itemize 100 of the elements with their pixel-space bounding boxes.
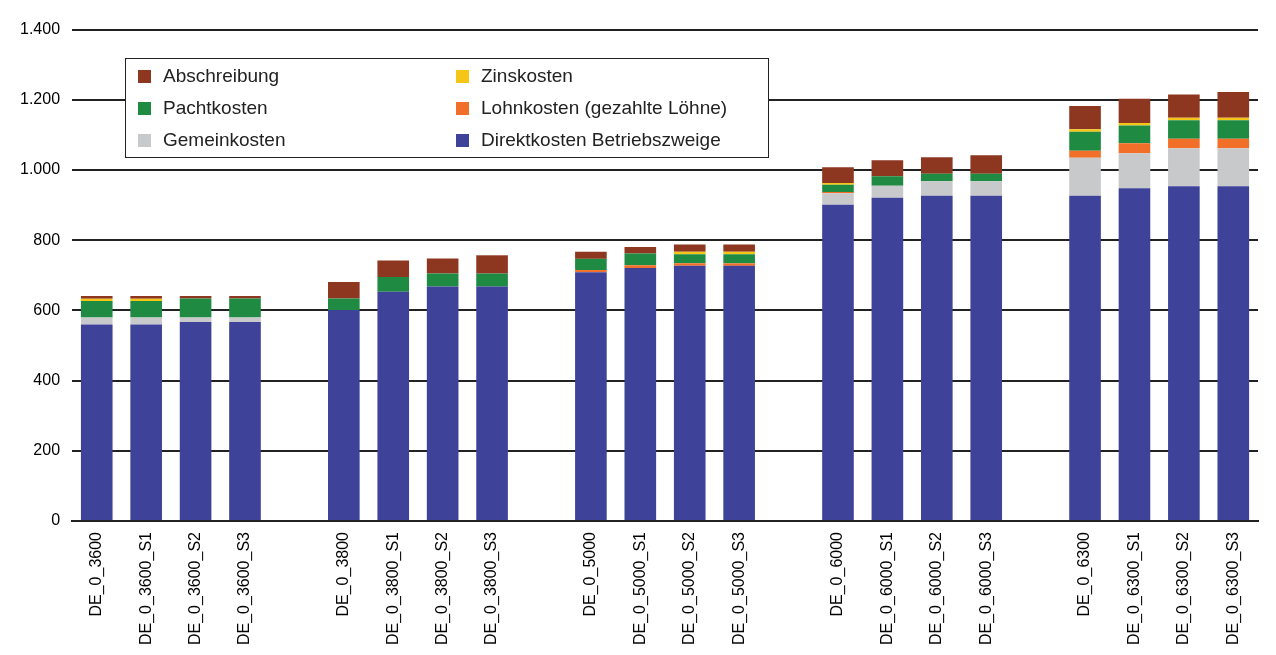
legend-label: Zinskosten <box>481 65 573 87</box>
bar <box>871 185 904 198</box>
bar <box>1168 120 1200 139</box>
x-tick-label: DE_0_3800_S3 <box>482 531 501 645</box>
bar <box>130 317 162 325</box>
bar <box>1168 138 1200 149</box>
x-tick-label: DE_0_5000_S3 <box>729 531 748 645</box>
bar <box>476 273 508 287</box>
bar <box>229 317 261 322</box>
x-tick-label: DE_0_3800_S2 <box>433 531 452 645</box>
bar <box>476 255 508 274</box>
bar <box>970 195 1003 521</box>
bar <box>377 291 410 521</box>
bar <box>179 298 212 318</box>
bar <box>624 246 657 254</box>
bar <box>328 281 360 299</box>
bar <box>1118 98 1151 123</box>
bar <box>970 173 1003 182</box>
bar <box>920 157 953 174</box>
bar <box>871 197 904 521</box>
x-tick-label: DE_0_3800_S1 <box>383 531 402 645</box>
bar <box>575 270 607 273</box>
bar <box>624 267 657 521</box>
x-tick-label: DE_0_6000_S3 <box>976 531 995 645</box>
x-tick-label: DE_0_3800 <box>334 531 353 617</box>
bar <box>476 286 508 521</box>
bar <box>920 173 953 182</box>
bar <box>1069 150 1101 158</box>
bar <box>871 176 904 186</box>
bar <box>970 181 1003 196</box>
bar <box>624 265 657 268</box>
bar <box>673 244 706 252</box>
x-tick-label: DE_0_6000_S2 <box>927 531 946 645</box>
x-tick-label: DE_0_6300_S2 <box>1174 531 1193 645</box>
bar <box>822 184 854 193</box>
bar <box>673 265 706 521</box>
bar <box>624 253 657 266</box>
bar <box>673 263 706 266</box>
bar <box>822 193 854 205</box>
y-tick-label: 800 <box>33 230 61 248</box>
x-tick-label: DE_0_5000_S1 <box>630 531 649 645</box>
bar <box>328 298 360 311</box>
bar <box>1069 106 1101 130</box>
legend-label: Lohnkosten (gezahlte Löhne) <box>481 97 728 119</box>
bar <box>179 317 212 322</box>
legend-label: Pachtkosten <box>163 97 268 119</box>
bar <box>426 286 459 521</box>
bar <box>80 317 113 325</box>
bar <box>80 300 113 318</box>
y-tick-label: 1.000 <box>19 160 61 178</box>
x-tick-label: DE_0_6300 <box>1075 531 1094 617</box>
bar <box>1069 195 1101 521</box>
x-tick-label: DE_0_5000_S2 <box>680 531 699 645</box>
y-tick-label: 400 <box>33 371 61 389</box>
x-tick-label: DE_0_6000 <box>828 531 847 617</box>
bar <box>229 298 261 318</box>
bar <box>1217 148 1250 187</box>
bar <box>1069 131 1101 151</box>
bar <box>1118 188 1151 521</box>
bar <box>130 300 162 318</box>
bar <box>575 272 607 521</box>
bar <box>575 258 607 271</box>
y-tick-label: 0 <box>51 511 61 529</box>
x-tick-label: DE_0_5000 <box>581 531 600 617</box>
y-tick-label: 1.200 <box>19 90 61 108</box>
bar <box>1118 125 1151 144</box>
x-tick-label: DE_0_3600_S3 <box>235 531 254 645</box>
bar <box>1168 186 1200 521</box>
bar <box>723 244 755 252</box>
bar <box>1217 92 1250 118</box>
bar <box>1069 129 1101 132</box>
bar <box>426 258 459 274</box>
bar <box>970 155 1003 174</box>
bar <box>575 251 607 259</box>
bar <box>822 167 854 183</box>
bar <box>1168 94 1200 118</box>
bar <box>1217 120 1250 139</box>
x-tick-label: DE_0_3600_S2 <box>185 531 204 645</box>
x-tick-label: DE_0_6000_S1 <box>877 531 896 645</box>
bar <box>328 310 360 521</box>
legend-label: Direktkosten Betriebszweige <box>481 129 721 151</box>
y-tick-label: 200 <box>33 441 61 459</box>
bar <box>229 321 261 521</box>
x-tick-label: DE_0_3600 <box>87 531 106 617</box>
bar <box>723 254 755 264</box>
bar <box>1069 157 1101 196</box>
bar <box>673 254 706 264</box>
bar <box>920 181 953 196</box>
bar <box>1217 186 1250 521</box>
bar <box>377 260 410 278</box>
x-tick-label: DE_0_6300_S1 <box>1124 531 1143 645</box>
bar <box>1217 138 1250 149</box>
bar <box>723 265 755 521</box>
bar <box>1118 143 1151 154</box>
bar <box>130 324 162 521</box>
y-tick-label: 600 <box>33 300 61 318</box>
bar <box>1118 153 1151 189</box>
bar <box>920 195 953 521</box>
bar <box>179 321 212 521</box>
bar <box>822 204 854 521</box>
